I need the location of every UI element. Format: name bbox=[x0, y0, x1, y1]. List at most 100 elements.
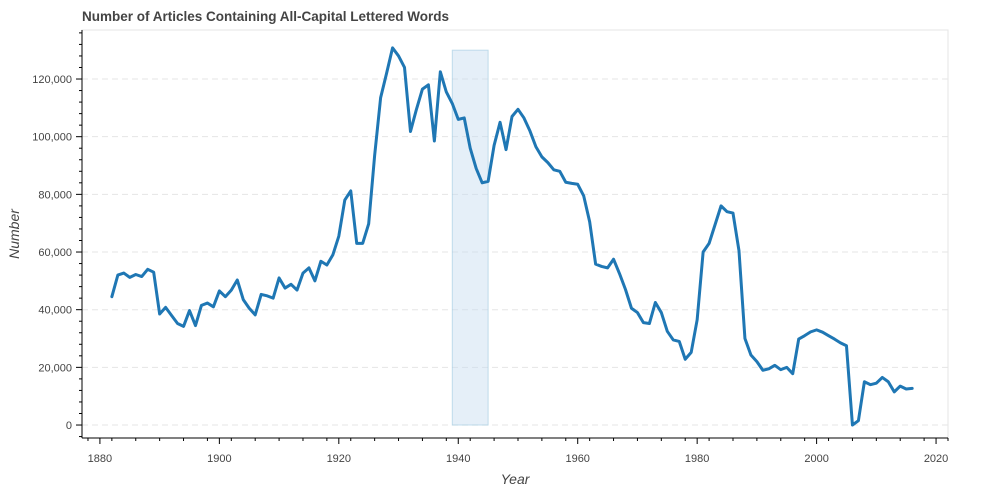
data-point bbox=[487, 180, 489, 182]
data-point bbox=[326, 264, 328, 266]
data-point bbox=[212, 306, 214, 308]
data-point bbox=[881, 376, 883, 378]
data-point bbox=[571, 182, 573, 184]
data-point bbox=[505, 148, 507, 150]
series-layer bbox=[110, 46, 914, 427]
data-point bbox=[738, 249, 740, 251]
x-tick-label: 1900 bbox=[207, 453, 231, 465]
data-point bbox=[302, 272, 304, 274]
data-point bbox=[642, 321, 644, 323]
data-point bbox=[517, 108, 519, 110]
data-point bbox=[200, 304, 202, 306]
data-point bbox=[188, 309, 190, 311]
data-point bbox=[714, 223, 716, 225]
data-point bbox=[684, 358, 686, 360]
series-line-0 bbox=[110, 46, 914, 427]
data-point bbox=[690, 351, 692, 353]
data-point bbox=[792, 373, 794, 375]
chart-title: Number of Articles Containing All-Capita… bbox=[82, 9, 449, 24]
axes: 0 20,000 40,000 60,000 80,000 100,000 120,000 1… bbox=[32, 30, 949, 465]
data-point bbox=[845, 345, 847, 347]
data-point bbox=[260, 293, 262, 295]
data-point bbox=[463, 117, 465, 119]
data-point bbox=[111, 296, 113, 298]
highlight-band-layer bbox=[451, 49, 489, 426]
data-point bbox=[457, 118, 459, 120]
x-tick-label: 2020 bbox=[924, 453, 948, 465]
data-point bbox=[780, 368, 782, 370]
data-point bbox=[427, 84, 429, 86]
data-point bbox=[660, 311, 662, 313]
data-point bbox=[582, 195, 584, 197]
data-point bbox=[744, 337, 746, 339]
data-point bbox=[433, 140, 435, 142]
data-point bbox=[385, 72, 387, 74]
data-point bbox=[774, 364, 776, 366]
x-tick-label: 1920 bbox=[327, 453, 351, 465]
data-point bbox=[266, 295, 268, 297]
data-point bbox=[451, 102, 453, 104]
data-point bbox=[839, 342, 841, 344]
data-point bbox=[344, 199, 346, 201]
data-point bbox=[499, 121, 501, 123]
data-point bbox=[768, 368, 770, 370]
data-point bbox=[905, 388, 907, 390]
data-point bbox=[606, 267, 608, 269]
data-point bbox=[278, 277, 280, 279]
data-point bbox=[511, 115, 513, 117]
data-point bbox=[248, 307, 250, 309]
data-point bbox=[481, 182, 483, 184]
data-point bbox=[612, 258, 614, 260]
data-point bbox=[236, 279, 238, 281]
highlight-band bbox=[451, 49, 489, 426]
y-axis-label: Number bbox=[6, 208, 22, 259]
data-point bbox=[672, 339, 674, 341]
data-point bbox=[857, 419, 859, 421]
data-point bbox=[141, 275, 143, 277]
data-point bbox=[146, 268, 148, 270]
data-point bbox=[696, 319, 698, 321]
data-point bbox=[206, 302, 208, 304]
data-point bbox=[666, 330, 668, 332]
data-point bbox=[523, 117, 525, 119]
data-point bbox=[391, 47, 393, 49]
data-point bbox=[182, 325, 184, 327]
y-tick-label: 80,000 bbox=[38, 189, 72, 201]
data-point bbox=[421, 88, 423, 90]
data-point bbox=[242, 298, 244, 300]
x-tick-label: 1980 bbox=[685, 453, 709, 465]
data-point bbox=[786, 366, 788, 368]
data-point bbox=[618, 272, 620, 274]
data-point bbox=[356, 242, 358, 244]
data-point bbox=[445, 91, 447, 93]
data-point bbox=[887, 381, 889, 383]
data-point bbox=[559, 170, 561, 172]
data-point bbox=[654, 301, 656, 303]
data-point bbox=[338, 235, 340, 237]
data-point bbox=[230, 289, 232, 291]
data-point bbox=[702, 251, 704, 253]
data-point bbox=[869, 383, 871, 385]
data-point bbox=[797, 338, 799, 340]
data-point bbox=[899, 385, 901, 387]
data-point bbox=[135, 273, 137, 275]
data-point bbox=[332, 254, 334, 256]
data-point bbox=[415, 108, 417, 110]
data-point bbox=[577, 183, 579, 185]
data-point bbox=[648, 322, 650, 324]
data-point bbox=[630, 307, 632, 309]
data-point bbox=[720, 205, 722, 207]
data-point bbox=[803, 334, 805, 336]
data-point bbox=[350, 190, 352, 192]
data-point bbox=[194, 324, 196, 326]
data-point bbox=[439, 71, 441, 73]
data-point bbox=[373, 154, 375, 156]
y-tick-label: 40,000 bbox=[38, 305, 72, 317]
x-tick-label: 2000 bbox=[804, 453, 828, 465]
data-point bbox=[152, 271, 154, 273]
x-tick-label: 1960 bbox=[565, 453, 589, 465]
data-point bbox=[636, 311, 638, 313]
data-point bbox=[367, 223, 369, 225]
